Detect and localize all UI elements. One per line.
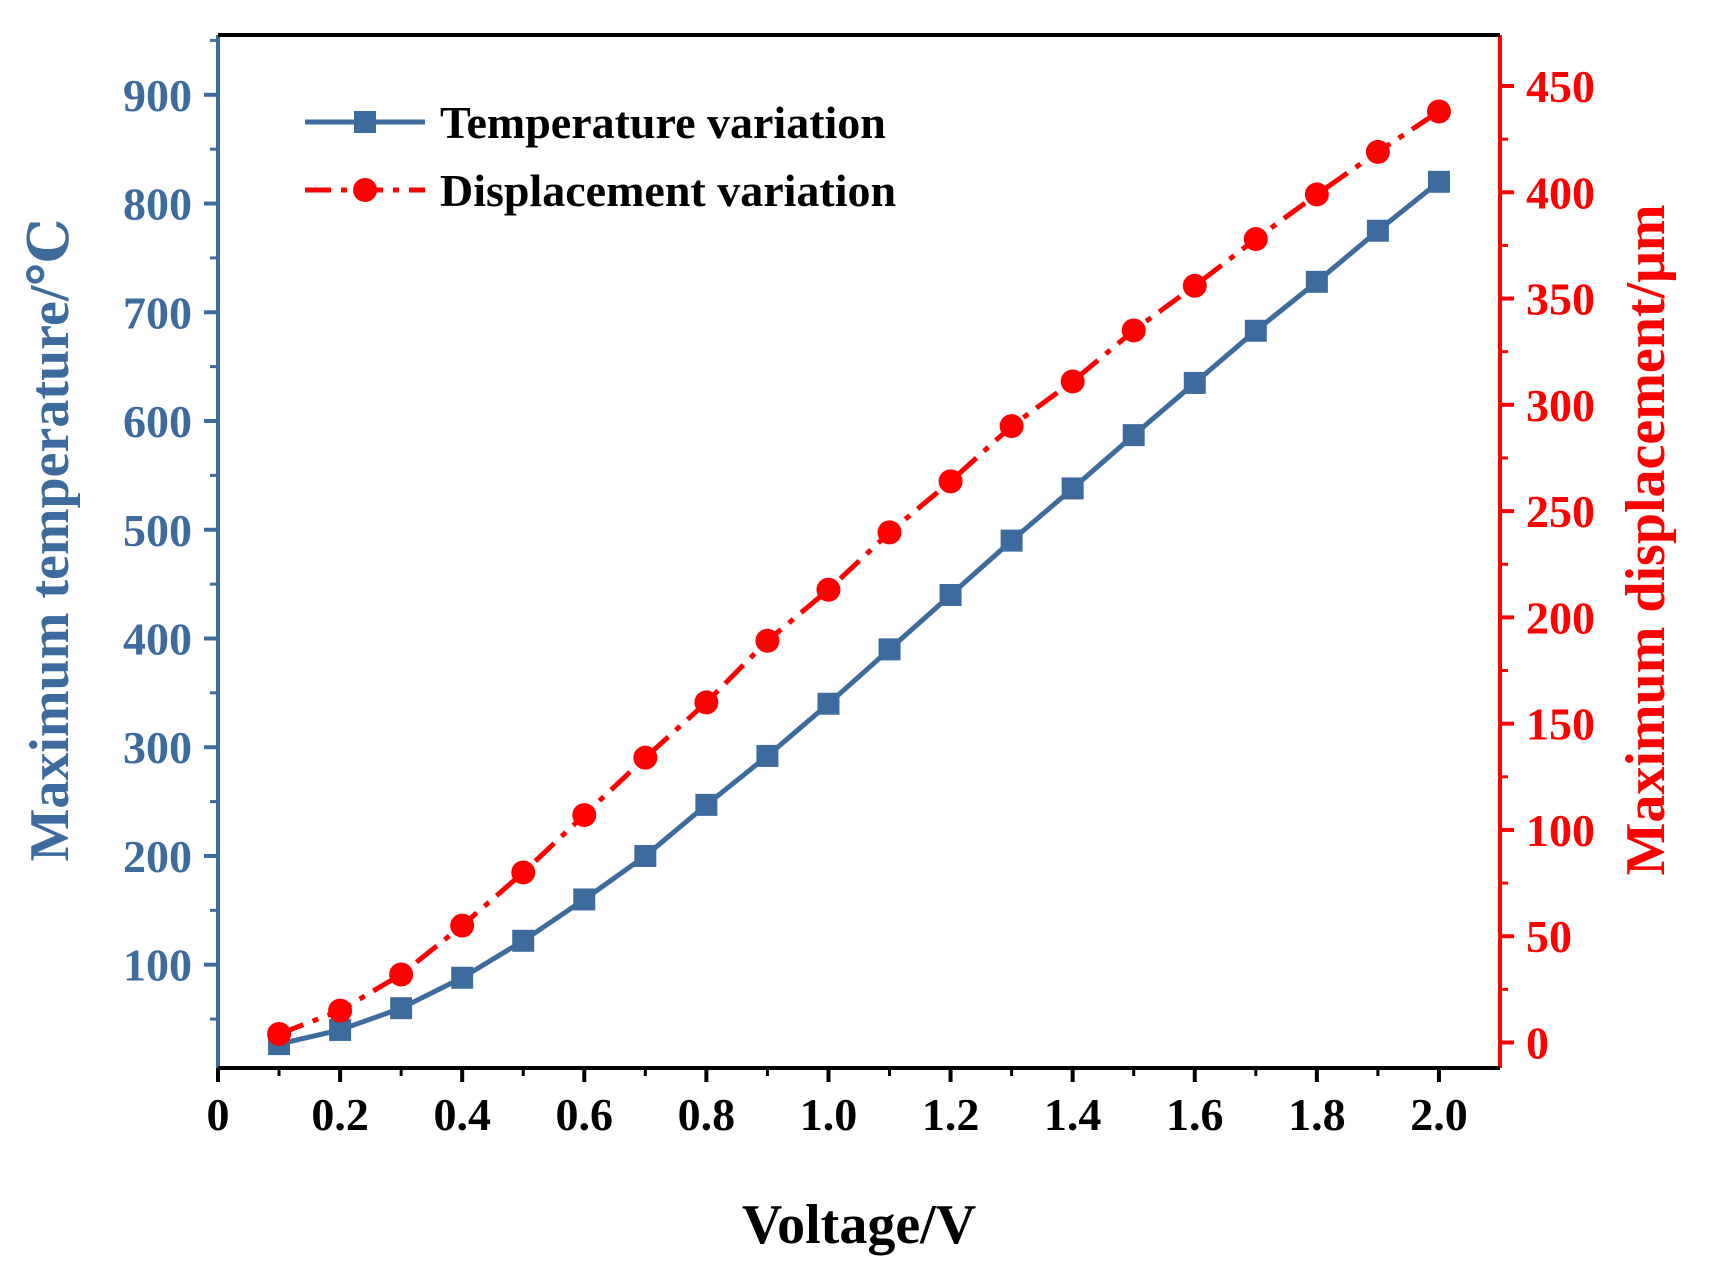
y-right-tick-label: 400 (1526, 167, 1595, 218)
temperature-variation-point (1305, 270, 1328, 293)
y-left-tick-label: 300 (123, 722, 192, 773)
displacement-variation-point (1243, 227, 1268, 252)
displacement-variation-point (389, 962, 414, 987)
x-tick-label: 0.4 (433, 1089, 491, 1140)
temperature-variation-point (390, 997, 413, 1020)
y-right-tick-label: 200 (1526, 592, 1595, 643)
temperature-variation-point (1122, 424, 1145, 447)
y-left-tick-label: 600 (123, 396, 192, 447)
displacement-variation-point (1182, 273, 1207, 298)
y-right-tick-label: 100 (1526, 805, 1595, 856)
displacement-variation-point (877, 520, 902, 545)
x-tick-label: 0 (207, 1089, 230, 1140)
displacement-variation-point (816, 577, 841, 602)
temperature-variation-point (512, 929, 535, 952)
temperature-variation-point (878, 638, 901, 661)
temperature-variation-point (939, 583, 962, 606)
displacement-variation-point (267, 1021, 292, 1046)
temperature-variation-point (1244, 319, 1267, 342)
temperature-variation-point (329, 1018, 352, 1041)
y-axis-right-title: Maximum displacement/μm (1615, 204, 1677, 875)
temperature-variation-point (695, 793, 718, 816)
x-tick-label: 1.4 (1044, 1089, 1102, 1140)
x-tick-label: 1.0 (800, 1089, 858, 1140)
legend-displacement-label: Displacement variation (440, 165, 896, 216)
temperature-variation-point (573, 888, 596, 911)
displacement-variation-point (450, 913, 475, 938)
displacement-variation-point (328, 998, 353, 1023)
x-tick-label: 2.0 (1410, 1089, 1468, 1140)
x-tick-label: 1.8 (1288, 1089, 1346, 1140)
temperature-variation-point (1061, 477, 1084, 500)
y-left-tick-label: 500 (123, 505, 192, 556)
x-tick-label: 0.2 (311, 1089, 369, 1140)
displacement-variation-point (755, 628, 780, 653)
temperature-variation-point (817, 692, 840, 715)
y-left-tick-label: 900 (123, 70, 192, 121)
temperature-variation-line (278, 179, 1441, 1047)
y-left-tick-label: 700 (123, 287, 192, 338)
y-right-tick-label: 0 (1526, 1017, 1549, 1068)
legend-displacement-marker (353, 178, 377, 202)
y-right-tick-label: 50 (1526, 911, 1572, 962)
displacement-variation-point (1304, 182, 1329, 207)
displacement-variation-point (938, 469, 963, 494)
displacement-variation-point (1365, 139, 1390, 164)
temperature-variation-point (1366, 219, 1389, 242)
y-right-tick-label: 250 (1526, 486, 1595, 537)
displacement-variation-line (278, 109, 1441, 1037)
temperature-variation-point (1000, 529, 1023, 552)
displacement-variation-point (511, 860, 536, 885)
y-right-tick-label: 450 (1526, 61, 1595, 112)
displacement-variation-point (999, 414, 1024, 439)
x-tick-label: 0.8 (678, 1089, 736, 1140)
temperature-variation-point (1427, 170, 1450, 193)
temperature-variation-point (756, 744, 779, 767)
y-left-tick-label: 200 (123, 831, 192, 882)
y-right-tick-label: 150 (1526, 699, 1595, 750)
temperature-variation-point (451, 966, 474, 989)
displacement-variation-point (694, 690, 719, 715)
x-axis-title: Voltage/V (742, 1194, 976, 1256)
legend-temperature-label: Temperature variation (440, 97, 886, 148)
displacement-variation-point (633, 745, 658, 770)
legend: Temperature variation Displacement varia… (305, 97, 896, 216)
x-tick-label: 1.2 (922, 1089, 980, 1140)
displacement-variation-point (1060, 369, 1085, 394)
displacement-variation-point (1121, 318, 1146, 343)
y-right-tick-label: 300 (1526, 380, 1595, 431)
x-tick-label: 0.6 (556, 1089, 614, 1140)
x-tick-label: 1.6 (1166, 1089, 1224, 1140)
legend-temperature-marker (354, 111, 376, 133)
displacement-variation-point (1426, 99, 1451, 124)
y-axis-left-title: Maximum temperature/℃ (19, 218, 81, 861)
y-left-tick-label: 400 (123, 613, 192, 664)
temperature-variation-point (1183, 371, 1206, 394)
y-left-tick-label: 100 (123, 940, 192, 991)
displacement-variation-point (572, 803, 597, 828)
temperature-variation-point (634, 844, 657, 867)
y-right-tick-label: 350 (1526, 274, 1595, 325)
y-left-tick-label: 800 (123, 179, 192, 230)
